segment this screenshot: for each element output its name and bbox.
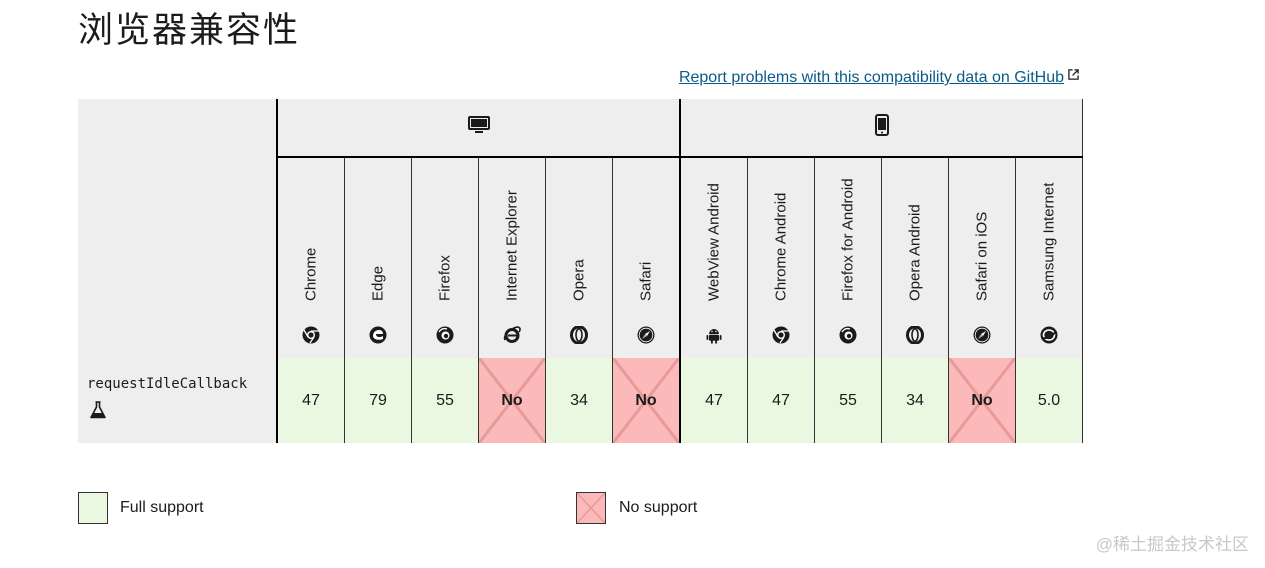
page-title: 浏览器兼容性 (78, 11, 301, 51)
no-support-cross-icon (613, 358, 679, 443)
mobile-icon (874, 114, 889, 136)
browser-header: Firefox for Android (814, 157, 882, 358)
legend-full-support-label: Full support (120, 499, 204, 516)
report-link-label: Report problems with this compatibility … (678, 69, 1064, 86)
samsung-internet-icon (1040, 326, 1058, 344)
support-cell-internet-explorer[interactable]: No (478, 358, 546, 443)
browser-name: Edge (369, 265, 387, 301)
support-cell-opera-android[interactable]: 34 (881, 358, 949, 443)
table-corner (78, 99, 278, 358)
browser-name: Firefox (436, 255, 454, 301)
android-icon (706, 329, 722, 344)
support-value: 47 (302, 391, 320, 409)
browser-header: Safari on iOS (948, 157, 1016, 358)
opera-icon (570, 326, 588, 344)
edge-icon (369, 326, 387, 344)
support-cell-firefox[interactable]: 55 (411, 358, 479, 443)
browser-name: Samsung Internet (1040, 182, 1058, 301)
support-cell-opera[interactable]: 34 (545, 358, 613, 443)
chrome-icon (302, 326, 320, 344)
platform-desktop (277, 99, 681, 158)
support-cell-samsung-internet[interactable]: 5.0 (1015, 358, 1083, 443)
no-support-cross-icon (576, 492, 606, 524)
browser-header: Firefox (411, 157, 479, 358)
watermark: @稀土掘金技术社区 (1095, 535, 1249, 554)
support-value: No (971, 391, 993, 409)
table-row: requestIdleCallback 47 79 55 No 34 No 47… (78, 358, 1083, 443)
safari-icon (973, 326, 991, 344)
feature-cell: requestIdleCallback (78, 358, 278, 443)
browser-name: Opera Android (906, 204, 924, 301)
compatibility-table: Chrome Edge Firefox Internet Explorer Op… (78, 99, 1083, 443)
desktop-icon (467, 116, 490, 133)
support-value: 55 (436, 391, 454, 409)
browser-header: Edge (344, 157, 412, 358)
support-cell-safari-ios[interactable]: No (948, 358, 1016, 443)
legend-no-support-swatch (576, 492, 606, 524)
report-problems-link[interactable]: Report problems with this compatibility … (679, 69, 1079, 87)
support-value: 47 (772, 391, 790, 409)
browser-name: Safari (637, 261, 655, 301)
firefox-icon (839, 326, 857, 344)
browser-header: Samsung Internet (1015, 157, 1083, 358)
support-cell-webview-android[interactable]: 47 (680, 358, 748, 443)
feature-name[interactable]: requestIdleCallback (87, 376, 248, 392)
platform-mobile (680, 99, 1083, 158)
support-cell-firefox-android[interactable]: 55 (814, 358, 882, 443)
internet-explorer-icon (503, 326, 521, 343)
no-support-cross-icon (949, 358, 1015, 443)
safari-icon (637, 326, 655, 344)
support-cell-safari[interactable]: No (612, 358, 681, 443)
support-cell-edge[interactable]: 79 (344, 358, 412, 443)
browser-name: WebView Android (705, 183, 723, 301)
support-value: 47 (705, 391, 723, 409)
support-value: 5.0 (1037, 391, 1061, 409)
support-value: 55 (839, 391, 857, 409)
browser-header: Chrome Android (747, 157, 815, 358)
opera-icon (906, 326, 924, 344)
support-value: 79 (369, 391, 387, 409)
chrome-icon (772, 326, 790, 344)
support-value: No (501, 391, 523, 409)
experimental-flask-icon (90, 401, 106, 419)
browser-name: Internet Explorer (503, 190, 521, 301)
firefox-icon (436, 326, 454, 344)
browser-header: WebView Android (680, 157, 748, 358)
browser-name: Safari on iOS (973, 211, 991, 301)
browser-name: Chrome (302, 247, 320, 301)
browser-name: Firefox for Android (839, 178, 857, 301)
support-cell-chrome-android[interactable]: 47 (747, 358, 815, 443)
browser-header: Chrome (277, 157, 345, 358)
support-value: No (635, 391, 657, 409)
external-link-icon (1068, 69, 1079, 80)
browser-header: Opera Android (881, 157, 949, 358)
browser-header: Safari (612, 157, 681, 358)
legend-no-support-label: No support (619, 499, 698, 516)
legend-full-support-swatch (78, 492, 108, 524)
browser-header: Opera (545, 157, 613, 358)
support-cell-chrome[interactable]: 47 (277, 358, 345, 443)
browser-header: Internet Explorer (478, 157, 546, 358)
browser-name: Chrome Android (772, 192, 790, 301)
support-value: 34 (570, 391, 588, 409)
browser-name: Opera (570, 259, 588, 301)
support-value: 34 (906, 391, 924, 409)
no-support-cross-icon (479, 358, 545, 443)
